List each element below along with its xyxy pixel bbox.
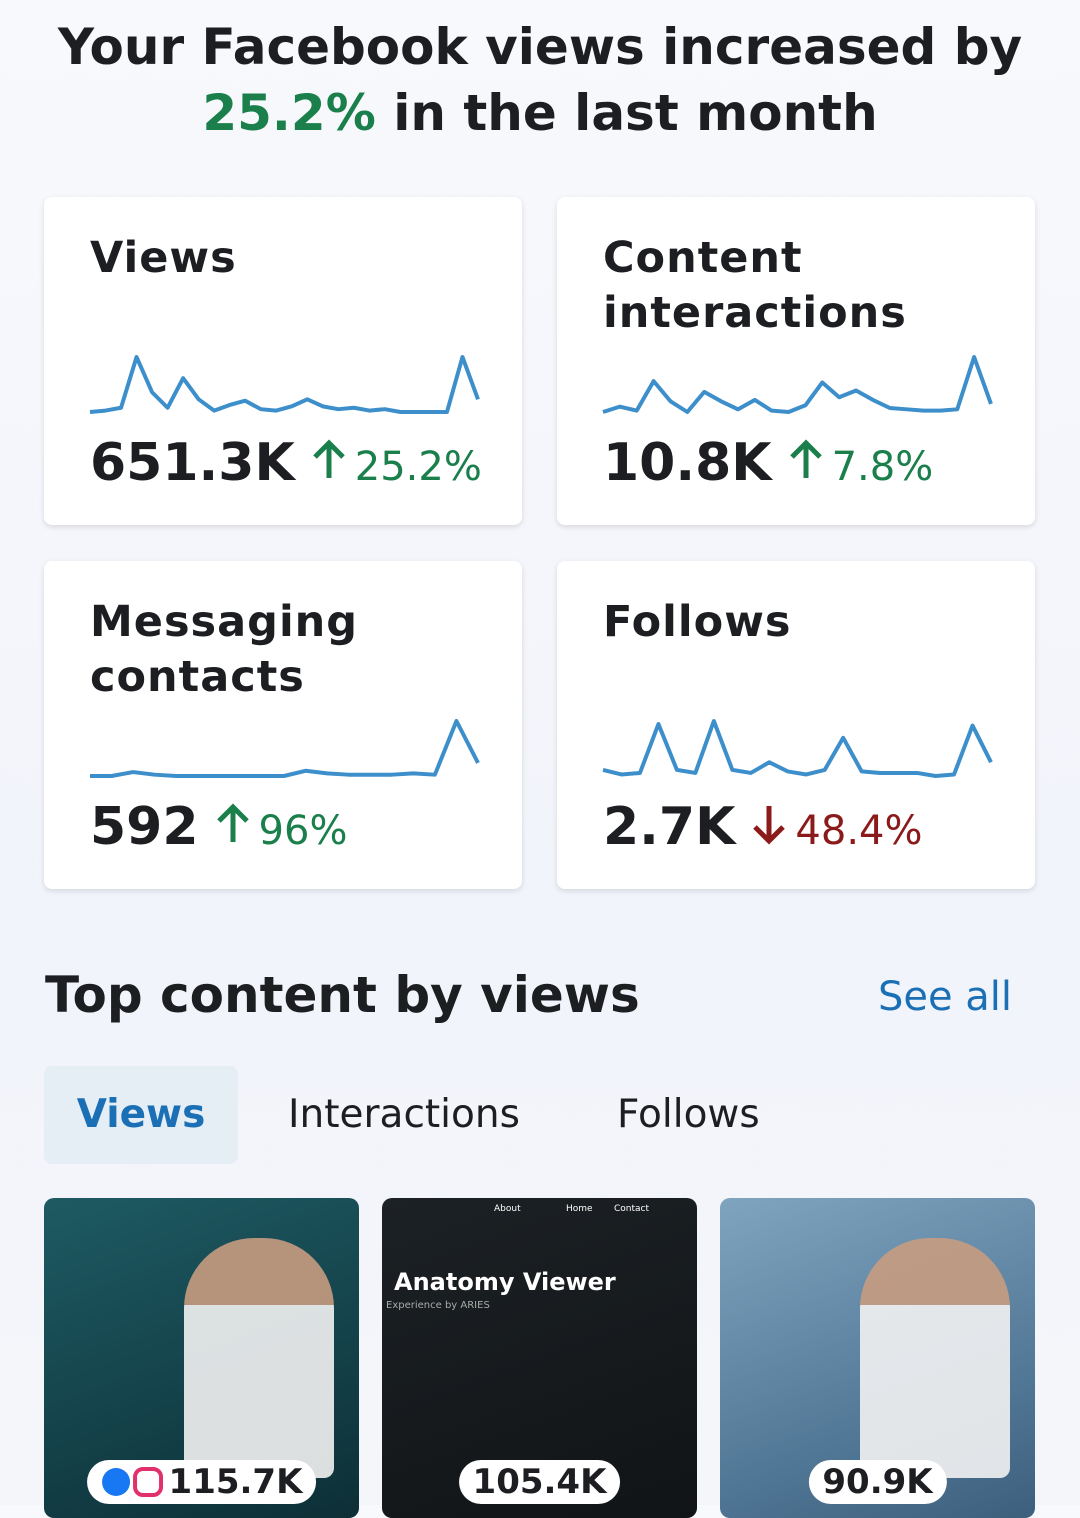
card-title: Content interactions xyxy=(603,233,907,338)
metric-card[interactable]: Messaging contacts 592 96% xyxy=(44,561,522,889)
sparkline xyxy=(602,355,993,414)
image-text: Experience by ARIES xyxy=(386,1300,490,1311)
metric-card[interactable]: Views 651.3K 25.2% xyxy=(44,197,522,525)
instagram-icon xyxy=(132,1467,163,1497)
post-thumbnail[interactable]: 115.7K xyxy=(44,1198,359,1518)
see-all-link[interactable]: See all xyxy=(877,974,1012,1020)
sparkline xyxy=(89,355,480,414)
metric-card[interactable]: Follows 2.7K 48.4% xyxy=(557,561,1035,889)
trend-arrow xyxy=(216,803,249,842)
metric-value: 10.8K 7.8% xyxy=(603,433,933,493)
person-figure xyxy=(184,1238,334,1478)
section-title: Top content by views xyxy=(45,966,640,1024)
view-count: 90.9K xyxy=(808,1460,947,1504)
arrow-shape xyxy=(789,439,822,478)
count-text: 115.7K xyxy=(168,1462,303,1502)
arrow-shape xyxy=(753,806,786,845)
person-figure xyxy=(860,1238,1010,1478)
card-title: Follows xyxy=(603,597,792,647)
image-text: About xyxy=(494,1204,521,1214)
headline-end: in the last month xyxy=(393,84,878,142)
card-title: Views xyxy=(90,233,237,283)
count-text: 90.9K xyxy=(822,1462,933,1502)
image-text: Home xyxy=(566,1204,593,1214)
headline-start: Your Facebook views increased by xyxy=(57,18,1023,76)
value-text: 592 xyxy=(90,797,199,857)
platform-icons xyxy=(101,1467,163,1497)
trend-arrow xyxy=(313,439,345,478)
arrow-shape xyxy=(313,439,345,478)
view-count: 115.7K xyxy=(86,1460,317,1504)
trend-line xyxy=(602,719,993,778)
view-count: 105.4K xyxy=(458,1460,621,1504)
change-text: 48.4% xyxy=(795,808,923,854)
value-text: 10.8K xyxy=(603,433,772,493)
trend-arrow xyxy=(753,806,786,845)
sparkline xyxy=(90,719,480,778)
count-text: 105.4K xyxy=(472,1462,607,1502)
tab[interactable]: Follows xyxy=(617,1092,760,1137)
trend-arrow xyxy=(789,439,822,478)
facebook-icon xyxy=(101,1468,130,1496)
arrow-shape xyxy=(216,803,249,842)
value-text: 2.7K xyxy=(603,797,736,857)
card-title: Messaging contacts xyxy=(90,597,359,702)
trend-line xyxy=(89,355,480,414)
value-text: 651.3K xyxy=(90,433,295,493)
change-text: 7.8% xyxy=(831,444,934,490)
metric-value: 2.7K 48.4% xyxy=(603,797,923,857)
post-thumbnail[interactable]: About Home Contact Anatomy Viewer Experience… xyxy=(382,1198,697,1518)
headline-highlight: 25.2% xyxy=(202,84,376,142)
trend-line xyxy=(90,719,480,778)
post-thumbnail[interactable]: 90.9K xyxy=(720,1198,1035,1518)
trend-line xyxy=(602,355,993,414)
sparkline xyxy=(602,719,993,778)
headline: Your Facebook views increased by 25.2% i… xyxy=(0,14,1080,146)
metric-value: 592 96% xyxy=(90,797,347,857)
metric-value: 651.3K 25.2% xyxy=(90,433,482,493)
image-text: Contact xyxy=(614,1204,650,1214)
tab[interactable]: Views xyxy=(44,1066,238,1164)
change-text: 96% xyxy=(258,808,348,854)
metric-card[interactable]: Content interactions 10.8K 7.8% xyxy=(557,197,1035,525)
change-text: 25.2% xyxy=(354,444,482,490)
tab[interactable]: Interactions xyxy=(288,1092,520,1137)
image-text: Anatomy Viewer xyxy=(394,1268,616,1296)
